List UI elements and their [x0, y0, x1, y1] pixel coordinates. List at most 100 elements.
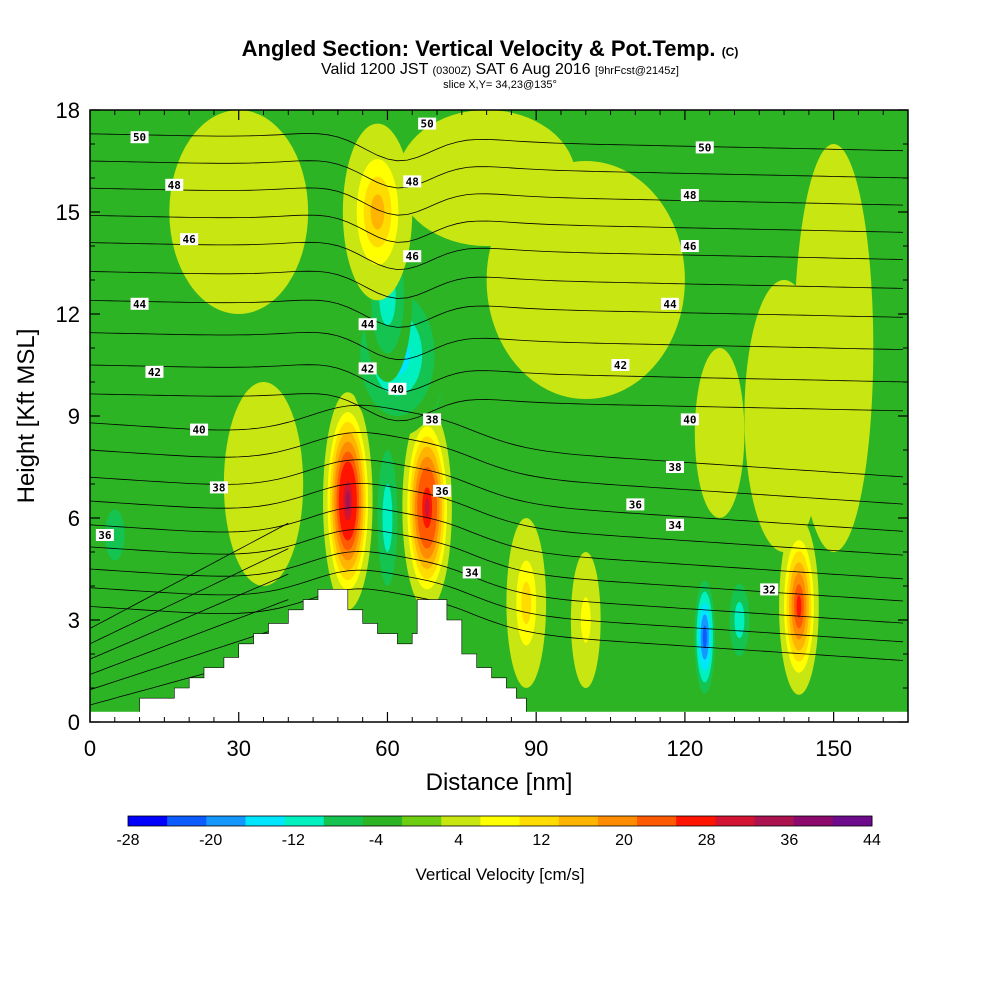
y-tick-label: 9	[68, 404, 80, 429]
contour-label: 46	[403, 250, 422, 263]
contour-label: 46	[180, 233, 199, 246]
velocity-band	[223, 382, 304, 586]
velocity-cell	[702, 625, 707, 649]
theta-contour	[90, 299, 904, 328]
contour-label-box	[388, 382, 407, 395]
colorbar-title: Vertical Velocity [cm/s]	[415, 865, 584, 884]
colorbar-tick-label: 44	[863, 832, 881, 849]
colorbar-tick-label: -4	[369, 832, 383, 849]
theta-contour	[90, 573, 289, 660]
colorbar-segment	[323, 816, 364, 826]
contour-label-box	[760, 583, 779, 596]
x-tick-label: 150	[815, 736, 852, 761]
theta-contour	[90, 506, 904, 580]
colorbar-frame	[127, 815, 873, 827]
colorbar-segment	[206, 816, 246, 826]
colorbar-segment	[167, 816, 207, 826]
plot-area: 50 50 50 48 48 48 46 46 46 44 44 44 42 42 42 40 40 40 38 38…	[89, 109, 909, 723]
theta-contour	[90, 588, 904, 661]
chart-subtitle: Valid 1200 JST (0300Z) SAT 6 Aug 2016 [9…	[321, 61, 679, 78]
colorbar-segment	[676, 816, 716, 826]
y-tick-label: 15	[56, 200, 80, 225]
terrain-mask	[139, 589, 527, 723]
y-axis-ticks: 0 3 6 9 12 15 18	[56, 98, 80, 735]
contour-label-box	[165, 178, 184, 191]
contour-label-box	[423, 413, 442, 426]
theta-contour	[90, 241, 904, 271]
colorbar: -28 -20 -12 -4 4 12 20 28 36 44	[116, 815, 881, 849]
colorbar-segment	[637, 816, 677, 826]
contour-label-box	[418, 117, 437, 130]
contour-label: 50	[418, 117, 437, 131]
x-axis-ticks: 0 30 60 90 120 150	[84, 736, 852, 761]
velocity-cell	[382, 484, 393, 552]
contour-label: 32	[760, 583, 779, 596]
theta-contour	[90, 569, 904, 643]
contour-label: 40	[388, 382, 407, 396]
contour-label: 48	[680, 189, 699, 202]
velocity-cell	[424, 497, 430, 518]
contour-label-box	[358, 362, 377, 375]
colorbar-tick-label: 20	[615, 832, 633, 849]
contour-label-box	[190, 423, 209, 436]
colorbar-tick-label: -20	[199, 832, 222, 849]
colorbar-segment	[441, 816, 481, 826]
contour-label-box	[180, 233, 199, 246]
contour-label-box	[626, 498, 645, 511]
contour-label: 40	[680, 413, 699, 426]
contour-label-text: 44	[361, 318, 375, 331]
contour-label-text: 42	[361, 362, 374, 375]
velocity-cell	[521, 581, 532, 625]
theta-contour	[90, 431, 904, 505]
velocity-cell	[104, 509, 125, 561]
theta-contour	[90, 482, 904, 556]
contour-label: 48	[165, 178, 184, 192]
contour-label-text: 50	[698, 141, 711, 154]
colorbar-segment	[558, 816, 599, 826]
y-axis-title: Height [Kft MSL]	[13, 329, 40, 504]
contour-label: 44	[130, 297, 149, 311]
colorbar-segment	[597, 816, 638, 826]
contour-label-box	[661, 297, 680, 310]
contour-label: 50	[130, 131, 149, 144]
x-tick-label: 30	[226, 736, 250, 761]
theta-contour	[90, 404, 904, 478]
colorbar-segment	[362, 816, 403, 826]
contour-label-box	[95, 529, 114, 541]
contour-label: 36	[432, 484, 451, 498]
contour-label-text: 36	[98, 529, 112, 542]
contour-label-text: 48	[406, 175, 419, 188]
contour-label-box	[432, 484, 451, 497]
contour-label-text: 38	[212, 481, 225, 494]
velocity-band	[169, 110, 309, 314]
contour-label: 44	[358, 318, 377, 331]
contour-label: 44	[661, 297, 680, 311]
colorbar-segment	[832, 816, 873, 826]
contour-label-box	[665, 461, 684, 473]
contour-label: 42	[358, 362, 377, 375]
x-tick-label: 90	[524, 736, 548, 761]
chart-title: Angled Section: Vertical Velocity & Pot.…	[242, 36, 739, 61]
contour-label-box	[403, 175, 422, 188]
contour-label: 40	[190, 423, 209, 437]
theta-contour	[90, 522, 289, 629]
velocity-cell	[796, 595, 802, 618]
contour-label: 48	[403, 175, 422, 188]
contour-label-text: 46	[683, 240, 697, 253]
colorbar-tick-label: 36	[780, 832, 798, 849]
contour-label-box	[209, 481, 228, 494]
y-tick-label: 18	[56, 98, 80, 123]
contour-label-text: 42	[614, 359, 627, 372]
contour-label-box	[130, 297, 149, 310]
velocity-cell	[734, 601, 745, 639]
contour-label-box	[680, 240, 699, 252]
contour-label-text: 40	[192, 424, 205, 437]
colorbar-segment	[519, 816, 560, 826]
theta-contour	[90, 331, 904, 361]
velocity-cell	[370, 194, 385, 230]
contour-label: 38	[665, 461, 684, 474]
colorbar-segment	[793, 816, 834, 826]
theta-contour	[90, 133, 904, 162]
contour-label: 50	[695, 141, 714, 154]
